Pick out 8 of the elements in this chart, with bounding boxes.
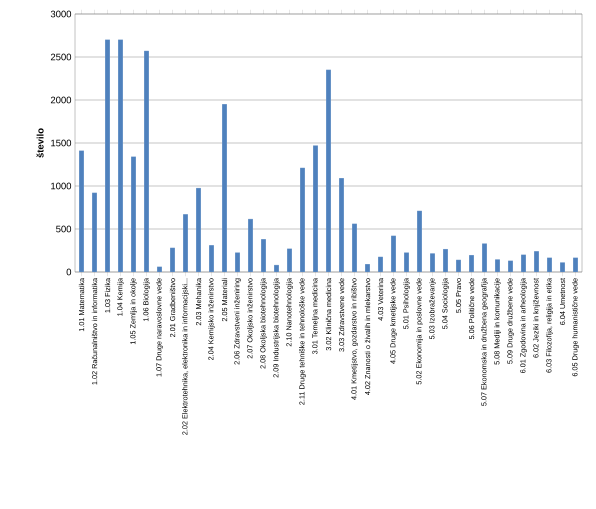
y-tick-label: 1000 [51,182,72,190]
y-tick-label: 500 [56,226,72,232]
y-tick-label: 2500 [50,54,72,60]
y-tick-label: 3000 [50,10,72,18]
y-axis-title: število [36,128,44,158]
y-tick-label: 1500 [51,140,72,146]
y-tick-label: 2000 [50,96,72,104]
y-tick-label: 0 [66,268,72,276]
